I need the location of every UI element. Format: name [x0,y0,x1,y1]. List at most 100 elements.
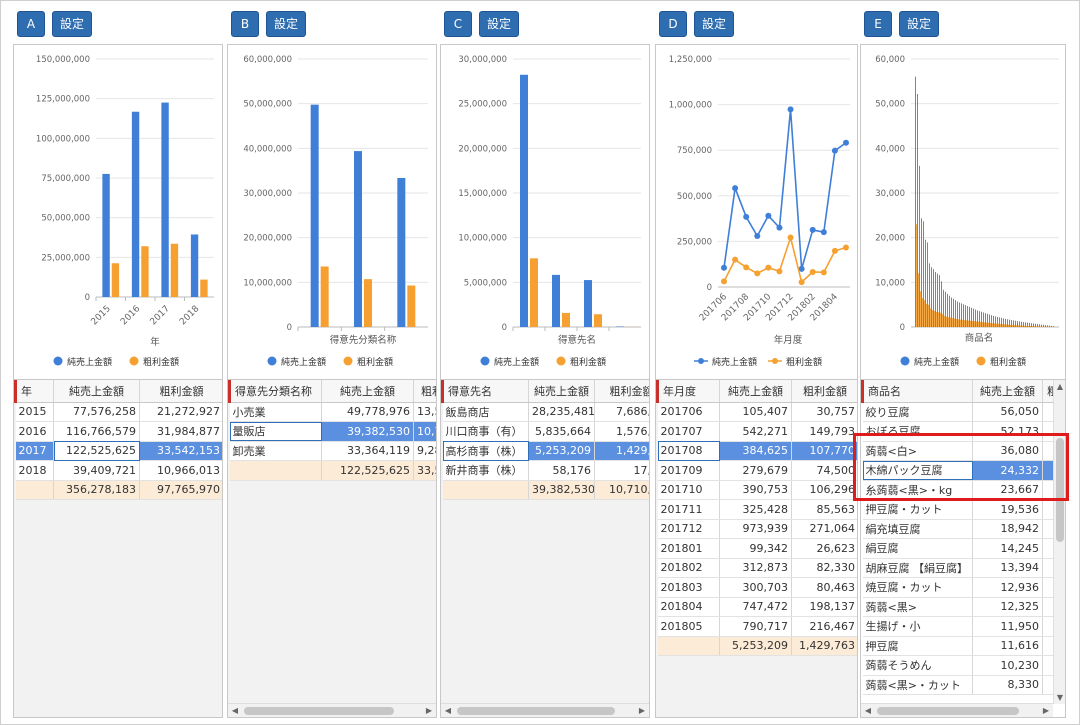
cell[interactable]: 26,623 [791,538,857,559]
panel-d-letter-button[interactable]: D [659,11,687,37]
cell[interactable]: 18,942 [972,519,1043,539]
table-row[interactable]: 新井商事（株） 58,176 17,85 [442,460,649,481]
table-row[interactable]: 201802 312,873 82,330 [657,558,857,578]
cell[interactable]: 28,235,481 [528,402,595,422]
cell[interactable]: 12,936 [972,577,1043,598]
cell[interactable]: 川口商事（有） [442,421,529,442]
cell[interactable]: 39,382,530 [321,421,414,442]
cell[interactable]: 198,137 [791,597,857,617]
col-header-product[interactable]: 商品名 [861,380,973,403]
table-row[interactable]: 201707 542,271 149,793 [657,421,857,442]
cell[interactable]: 蒟蒻<白> [862,441,973,461]
panel-c-settings-button[interactable]: 設定 [479,11,519,37]
cell[interactable]: 10,230 [972,655,1043,676]
col-header-customer-class[interactable]: 得意先分類名称 [228,380,322,403]
scroll-thumb[interactable] [244,707,394,715]
cell[interactable]: 49,778,976 [321,402,414,422]
cell[interactable]: 11,950 [972,616,1043,637]
cell[interactable]: 新井商事（株） [442,460,529,481]
cell[interactable]: 17,85 [594,460,649,481]
table-row[interactable]: 201710 390,753 106,296 [657,480,857,500]
table-row[interactable]: 2015 77,576,258 21,272,927 [15,402,222,422]
panel-b-horizontal-scrollbar[interactable]: ◀ ▶ [228,703,436,717]
scroll-right-icon[interactable]: ▶ [1042,706,1050,715]
panel-c-horizontal-scrollbar[interactable]: ◀ ▶ [441,703,649,717]
cell[interactable]: 5,835,664 [528,421,595,442]
cell[interactable]: 23,667 [972,480,1043,500]
cell[interactable]: 絹豆腐 [862,538,973,559]
cell-current[interactable]: 高杉商事（株） [442,441,529,461]
panel-c-letter-button[interactable]: C [444,11,472,37]
cell[interactable]: 201710 [657,480,720,500]
col-header-net-sales[interactable]: 純売上金額 [321,380,414,403]
table-row[interactable]: 蒟蒻<白> 36,080 [862,441,1063,461]
table-row[interactable]: 川口商事（有） 5,835,664 1,576,09 [442,421,649,442]
cell[interactable]: 7,686,65 [594,402,649,422]
cell[interactable]: 10,966,013 [139,460,222,481]
table-row[interactable]: 2016 116,766,579 31,984,877 [15,421,222,442]
cell[interactable]: 201709 [657,460,720,481]
cell[interactable]: 11,616 [972,636,1043,656]
cell[interactable]: 33,542,153 [139,441,222,461]
table-row[interactable]: 201801 99,342 26,623 [657,538,857,559]
col-header-gross-profit[interactable]: 粗利金額 [594,380,649,403]
scroll-right-icon[interactable]: ▶ [638,706,646,715]
table-row[interactable]: 2018 39,409,721 10,966,013 [15,460,222,481]
cell[interactable]: 30,757 [791,402,857,422]
cell[interactable]: 14,245 [972,538,1043,559]
col-header-year[interactable]: 年 [14,380,54,403]
table-row[interactable]: 201805 790,717 216,467 [657,616,857,637]
cell[interactable]: 201801 [657,538,720,559]
cell[interactable]: 13,394 [972,558,1043,578]
scroll-left-icon[interactable]: ◀ [231,706,239,715]
table-row[interactable]: 押豆腐 11,616 [862,636,1063,656]
panel-e-letter-button[interactable]: E [864,11,892,37]
cell-current[interactable]: 量販店 [229,421,322,442]
cell[interactable]: 80,463 [791,577,857,598]
scroll-up-icon[interactable]: ▲ [1056,382,1064,391]
cell[interactable]: 279,679 [719,460,792,481]
table-row[interactable]: 押豆腐・カット 19,536 [862,499,1063,520]
scroll-left-icon[interactable]: ◀ [444,706,452,715]
cell[interactable]: 2015 [15,402,54,422]
cell[interactable]: 201712 [657,519,720,539]
table-row[interactable]: 絹豆腐 14,245 [862,538,1063,559]
col-header-month[interactable]: 年月度 [656,380,720,403]
cell[interactable]: 押豆腐 [862,636,973,656]
cell[interactable]: 蒟蒻<黒> [862,597,973,617]
table-row[interactable]: 絹充填豆腐 18,942 [862,519,1063,539]
cell[interactable]: 押豆腐・カット [862,499,973,520]
cell[interactable]: 116,766,579 [53,421,140,442]
table-row[interactable]: 小売業 49,778,976 13,547,9 [229,402,436,422]
cell[interactable]: 99,342 [719,538,792,559]
cell[interactable]: 絹充填豆腐 [862,519,973,539]
cell[interactable]: 77,576,258 [53,402,140,422]
cell[interactable]: 201802 [657,558,720,578]
cell[interactable]: 2016 [15,421,54,442]
cell[interactable]: 2018 [15,460,54,481]
cell[interactable]: 飯島商店 [442,402,529,422]
cell[interactable]: 小売業 [229,402,322,422]
scroll-thumb[interactable] [457,707,615,715]
cell[interactable]: 12,325 [972,597,1043,617]
cell[interactable]: 1,429,76 [594,441,649,461]
cell[interactable]: 312,873 [719,558,792,578]
table-row-selected[interactable]: 2017 122,525,625 33,542,153 [15,441,222,461]
cell[interactable]: 201707 [657,421,720,442]
panel-e-settings-button[interactable]: 設定 [899,11,939,37]
cell[interactable]: 8,330 [972,675,1043,695]
col-header-net-sales[interactable]: 純売上金額 [972,380,1043,403]
panel-e-vertical-scrollbar[interactable]: ▲ ▼ [1053,380,1065,704]
cell[interactable]: 747,472 [719,597,792,617]
panel-a-letter-button[interactable]: A [17,11,45,37]
cell[interactable]: 107,770 [791,441,857,461]
table-row-selected[interactable]: 木綿パック豆腐 24,332 [862,460,1063,481]
table-row[interactable]: 201711 325,428 85,563 [657,499,857,520]
table-row-selected[interactable]: 201708 384,625 107,770 [657,441,857,461]
cell[interactable]: 271,064 [791,519,857,539]
col-header-net-sales[interactable]: 純売上金額 [719,380,792,403]
table-row[interactable]: 201803 300,703 80,463 [657,577,857,598]
cell[interactable]: 300,703 [719,577,792,598]
cell[interactable]: 74,500 [791,460,857,481]
table-row[interactable]: 絞り豆腐 56,050 [862,402,1063,422]
